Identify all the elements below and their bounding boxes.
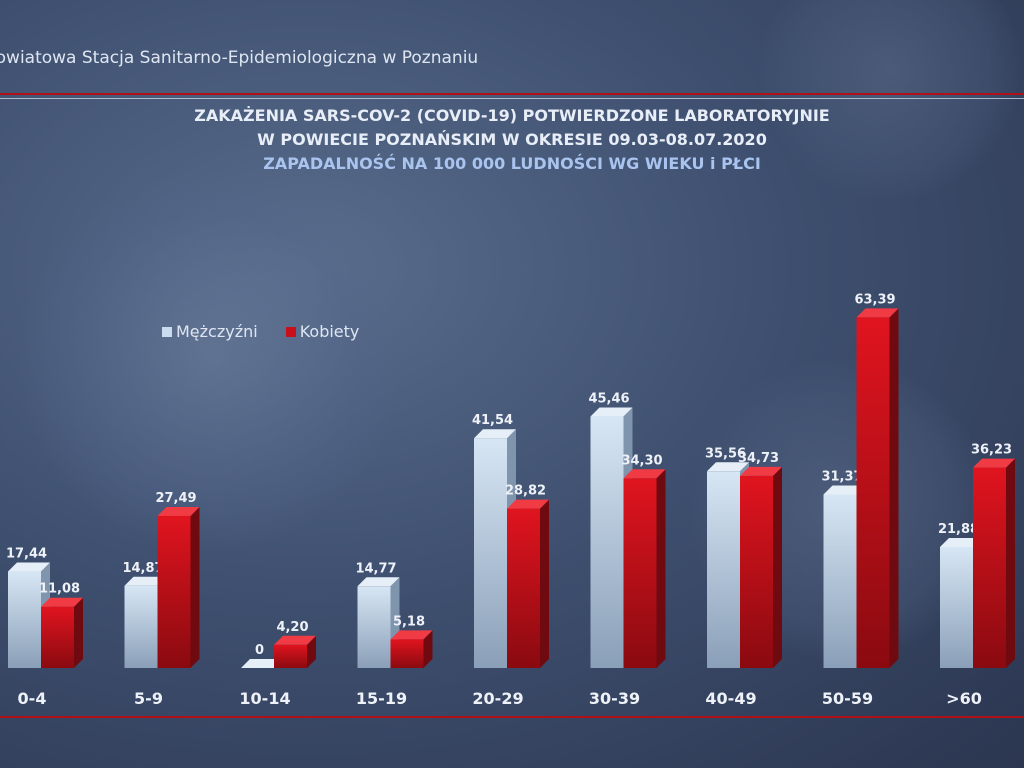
legend-swatch-men bbox=[162, 326, 172, 337]
header-rule-top bbox=[0, 93, 1024, 95]
bar-women-5 bbox=[623, 478, 657, 668]
bar-top-women-2 bbox=[274, 635, 316, 645]
value-label-women-4: 28,82 bbox=[505, 484, 546, 499]
bar-top-men-1 bbox=[124, 576, 167, 586]
bar-men-8 bbox=[940, 546, 973, 668]
value-label-men-3: 14,77 bbox=[355, 561, 396, 576]
legend-item-women: Kobiety bbox=[285, 322, 360, 341]
bar-women-3 bbox=[390, 639, 424, 668]
value-label-women-1: 27,49 bbox=[155, 491, 196, 506]
bar-top-men-2 bbox=[241, 659, 283, 668]
background-virus-top bbox=[760, 0, 1020, 200]
bar-top-men-3 bbox=[357, 577, 400, 587]
bar-top-women-7 bbox=[856, 308, 899, 318]
value-label-men-4: 41,54 bbox=[472, 413, 513, 428]
legend-label-women: Kobiety bbox=[299, 322, 360, 341]
bar-men-6 bbox=[707, 471, 740, 668]
bar-top-women-1 bbox=[157, 506, 200, 516]
bar-side-women-2 bbox=[307, 635, 316, 668]
value-label-men-2: 0 bbox=[255, 643, 264, 658]
category-label-0: 0-4 bbox=[18, 689, 47, 708]
bar-side-women-3 bbox=[423, 630, 433, 668]
bar-women-1 bbox=[157, 515, 191, 668]
category-label-1: 5-9 bbox=[134, 689, 163, 708]
legend-swatch-women bbox=[285, 326, 296, 337]
bar-women-0 bbox=[41, 606, 74, 668]
value-label-men-0: 17,44 bbox=[6, 547, 47, 562]
category-label-2: 10-14 bbox=[239, 689, 290, 708]
value-label-women-8: 36,23 bbox=[971, 443, 1012, 458]
bar-side-women-5 bbox=[656, 469, 666, 668]
bar-top-men-0 bbox=[8, 562, 50, 572]
value-label-women-5: 34,30 bbox=[621, 453, 662, 468]
bar-women-2 bbox=[274, 644, 307, 668]
category-label-4: 20-29 bbox=[472, 689, 523, 708]
value-label-women-3: 5,18 bbox=[393, 614, 425, 629]
bar-top-women-5 bbox=[623, 469, 666, 479]
bar-men-3 bbox=[357, 586, 391, 668]
value-label-women-6: 34,73 bbox=[738, 451, 779, 466]
bar-women-4 bbox=[507, 508, 540, 668]
bar-men-0 bbox=[8, 571, 41, 668]
title-line-3: ZAPADALNOŚĆ NA 100 000 LUDNOŚCI WG WIEKU… bbox=[263, 154, 761, 173]
background-virus-left bbox=[20, 170, 400, 550]
bar-women-8 bbox=[973, 467, 1006, 668]
value-label-women-7: 63,39 bbox=[854, 292, 895, 307]
footer-rule bbox=[0, 716, 1024, 718]
legend-item-men: Mężczyźni bbox=[162, 322, 258, 341]
bar-top-men-6 bbox=[707, 462, 749, 472]
bar-men-5 bbox=[590, 416, 624, 668]
bar-men-1 bbox=[124, 585, 158, 668]
category-label-6: 40-49 bbox=[705, 689, 756, 708]
bar-side-women-6 bbox=[773, 466, 782, 668]
bar-top-women-8 bbox=[973, 458, 1015, 468]
title-line-2: W POWIECIE POZNAŃSKIM W OKRESIE 09.03-08… bbox=[257, 130, 767, 149]
bar-top-women-3 bbox=[390, 630, 433, 640]
bar-side-women-7 bbox=[889, 308, 899, 668]
value-label-men-5: 45,46 bbox=[588, 392, 629, 407]
value-label-men-6: 35,56 bbox=[705, 446, 746, 461]
bar-side-women-8 bbox=[1006, 458, 1015, 668]
bar-men-7 bbox=[823, 494, 857, 668]
bar-women-7 bbox=[856, 317, 890, 668]
bar-top-men-8 bbox=[940, 537, 982, 547]
bar-top-men-4 bbox=[474, 429, 516, 439]
value-label-men-1: 14,87 bbox=[122, 561, 163, 576]
bar-side-women-4 bbox=[540, 499, 549, 668]
bar-top-women-4 bbox=[507, 499, 549, 509]
category-label-3: 15-19 bbox=[356, 689, 407, 708]
value-label-women-0: 11,08 bbox=[39, 582, 80, 597]
value-label-men-8: 21,88 bbox=[938, 522, 979, 537]
chart-legend: Mężczyźni Kobiety bbox=[162, 322, 359, 341]
institution-header: Powiatowa Stacja Sanitarno-Epidemiologic… bbox=[0, 48, 479, 68]
category-label-5: 30-39 bbox=[589, 689, 640, 708]
bar-top-men-7 bbox=[823, 485, 866, 495]
chart-title-block: ZAKAŻENIA SARS-COV-2 (COVID-19) POTWIERD… bbox=[0, 104, 1024, 176]
value-label-women-2: 4,20 bbox=[276, 620, 308, 635]
header-rule-bottom bbox=[0, 98, 1024, 99]
bar-side-women-1 bbox=[190, 506, 200, 668]
legend-label-men: Mężczyźni bbox=[176, 322, 258, 341]
bar-women-6 bbox=[740, 475, 773, 668]
value-label-men-7: 31,37 bbox=[821, 469, 862, 484]
bar-top-men-5 bbox=[590, 407, 633, 417]
bar-top-women-6 bbox=[740, 466, 782, 476]
bar-men-4 bbox=[474, 438, 507, 668]
bar-top-women-0 bbox=[41, 597, 83, 607]
title-line-1: ZAKAŻENIA SARS-COV-2 (COVID-19) POTWIERD… bbox=[194, 106, 830, 125]
bar-side-women-0 bbox=[74, 597, 83, 668]
category-label-7: 50-59 bbox=[822, 689, 873, 708]
category-label-8: >60 bbox=[946, 689, 982, 708]
